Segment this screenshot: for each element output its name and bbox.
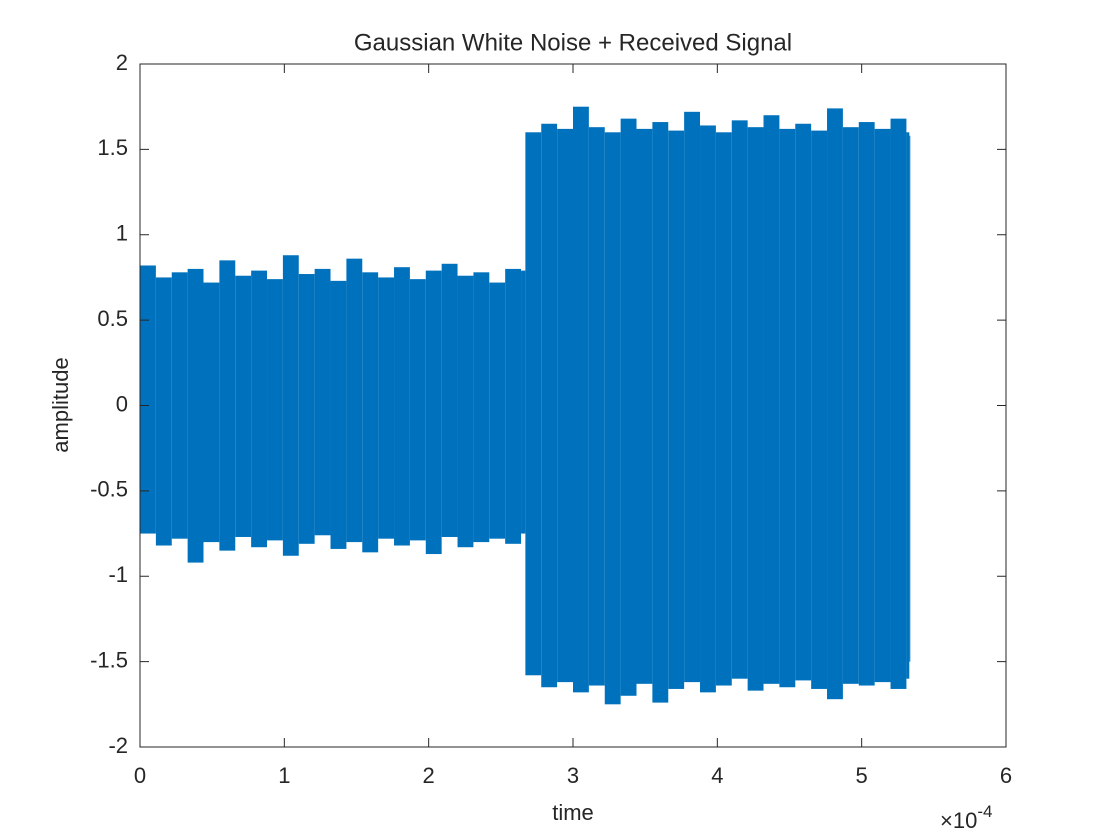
x-tick-label: 4 bbox=[711, 763, 723, 788]
x-multiplier: ×10-4 bbox=[940, 802, 992, 832]
signal-span bbox=[235, 275, 252, 537]
signal-span bbox=[811, 130, 828, 689]
y-tick-label: -2 bbox=[108, 733, 128, 758]
signal-span bbox=[251, 270, 268, 548]
signal-span bbox=[715, 132, 732, 686]
signal-span bbox=[489, 282, 506, 539]
signal-span bbox=[282, 255, 299, 556]
signal-span bbox=[187, 268, 204, 563]
signal-span bbox=[652, 122, 669, 703]
signal-span bbox=[700, 125, 716, 693]
signal-span bbox=[171, 272, 188, 539]
signal-span bbox=[731, 120, 748, 679]
signal-span bbox=[620, 118, 637, 696]
y-tick-label: 1.5 bbox=[97, 135, 128, 160]
signal-span bbox=[378, 277, 395, 539]
signal-span bbox=[314, 268, 331, 536]
x-axis-label: time bbox=[552, 800, 594, 825]
y-tick-label: 2 bbox=[116, 50, 128, 75]
signal-span bbox=[858, 122, 875, 686]
x-tick-label: 5 bbox=[856, 763, 868, 788]
signal-span bbox=[362, 272, 379, 553]
signal-span bbox=[203, 282, 220, 543]
x-multiplier-exp: -4 bbox=[977, 802, 992, 821]
signal-span bbox=[346, 258, 363, 543]
x-tick-label: 6 bbox=[1000, 763, 1012, 788]
x-tick-label: 0 bbox=[134, 763, 146, 788]
signal-span bbox=[842, 127, 859, 684]
y-axis-label: amplitude bbox=[48, 357, 73, 452]
signal-span bbox=[541, 123, 558, 688]
signal-span bbox=[394, 267, 410, 546]
signal-span bbox=[684, 111, 701, 683]
x-tick-label: 2 bbox=[423, 763, 435, 788]
signal-span bbox=[779, 128, 796, 688]
signal-span bbox=[330, 280, 347, 549]
signal-span bbox=[604, 132, 621, 705]
y-tick-label: 0 bbox=[116, 391, 128, 416]
signal-span bbox=[473, 272, 490, 543]
signal-span bbox=[425, 270, 442, 555]
signal-span bbox=[573, 106, 589, 693]
y-tick-label: 0.5 bbox=[97, 306, 128, 331]
signal-span bbox=[588, 127, 605, 686]
y-tick-label: -1 bbox=[108, 562, 128, 587]
signal-span bbox=[525, 132, 542, 676]
signal-span bbox=[409, 279, 426, 541]
signal-span bbox=[827, 108, 843, 700]
signal-span bbox=[140, 265, 156, 534]
signal-span bbox=[441, 263, 458, 537]
signal-span bbox=[906, 132, 910, 679]
signal-span bbox=[219, 260, 236, 551]
signal-span bbox=[890, 118, 907, 689]
x-tick-label: 1 bbox=[278, 763, 290, 788]
chart-title: Gaussian White Noise + Received Signal bbox=[354, 29, 792, 56]
signal-span bbox=[505, 268, 522, 544]
signal-span bbox=[267, 279, 283, 541]
signal-span bbox=[636, 128, 653, 684]
signal-span bbox=[747, 127, 764, 691]
signal-span bbox=[557, 128, 573, 683]
signal-span bbox=[668, 130, 685, 689]
signal-span bbox=[298, 274, 315, 544]
signal-span bbox=[795, 123, 812, 681]
signal-span bbox=[874, 128, 891, 683]
y-tick-label: -0.5 bbox=[90, 477, 128, 502]
y-tick-label: -1.5 bbox=[90, 647, 128, 672]
signal-span bbox=[763, 115, 780, 684]
x-multiplier-base: ×10 bbox=[940, 808, 977, 833]
signal-span bbox=[909, 135, 911, 662]
signal-span bbox=[155, 277, 172, 546]
signal-span bbox=[521, 270, 526, 534]
signal-span bbox=[457, 275, 474, 548]
x-tick-label: 3 bbox=[567, 763, 579, 788]
y-tick-label: 1 bbox=[116, 221, 128, 246]
